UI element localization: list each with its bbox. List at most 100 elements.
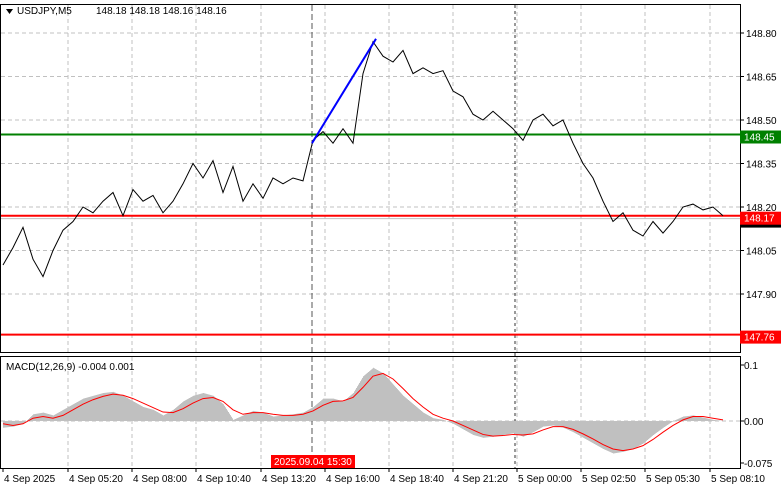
macd-histogram-bar bbox=[493, 421, 494, 437]
macd-histogram-bar bbox=[671, 421, 672, 423]
macd-histogram-bar bbox=[533, 421, 534, 433]
macd-histogram-bar bbox=[159, 413, 160, 421]
macd-histogram-bar bbox=[642, 421, 643, 444]
macd-histogram-bar bbox=[28, 419, 29, 421]
macd-histogram-bar bbox=[334, 398, 335, 421]
macd-histogram-bar bbox=[515, 421, 516, 434]
macd-histogram-bar bbox=[645, 421, 646, 442]
macd-histogram-bar bbox=[501, 421, 502, 436]
macd-histogram-bar bbox=[521, 421, 522, 437]
macd-histogram-bar bbox=[547, 421, 548, 427]
macd-histogram-bar bbox=[274, 416, 275, 421]
macd-histogram-bar bbox=[122, 395, 123, 421]
macd-histogram-bar bbox=[439, 419, 440, 421]
macd-histogram-bar bbox=[216, 398, 217, 421]
x-tick-label: 4 Sep 05:20 bbox=[69, 474, 123, 485]
macd-histogram-bar bbox=[96, 394, 97, 421]
macd-histogram-bar bbox=[282, 415, 283, 421]
macd-histogram-bar bbox=[242, 415, 243, 421]
macd-histogram-bar bbox=[267, 414, 268, 421]
macd-histogram-bar bbox=[601, 421, 602, 448]
macd-histogram-bar bbox=[331, 398, 332, 421]
macd-histogram-bar bbox=[176, 407, 177, 421]
macd-histogram-bar bbox=[192, 396, 193, 421]
macd-histogram-bar bbox=[701, 417, 702, 421]
x-tick-label: 4 Sep 16:00 bbox=[326, 474, 380, 485]
macd-histogram-bar bbox=[237, 418, 238, 421]
macd-histogram-bar bbox=[577, 421, 578, 435]
macd-histogram-bar bbox=[519, 421, 520, 436]
macd-histogram-bar bbox=[677, 419, 678, 421]
macd-histogram-bar bbox=[523, 421, 524, 437]
macd-histogram-bar bbox=[190, 397, 191, 421]
macd-histogram-bar bbox=[690, 415, 691, 421]
macd-histogram-bar bbox=[484, 421, 485, 438]
macd-histogram-bar bbox=[641, 421, 642, 445]
macd-histogram-bar bbox=[544, 421, 545, 427]
macd-histogram-bar bbox=[339, 400, 340, 421]
macd-histogram-bar bbox=[324, 398, 325, 421]
macd-histogram-bar bbox=[705, 418, 706, 421]
macd-histogram-bar bbox=[283, 415, 284, 421]
macd-histogram-bar bbox=[689, 415, 690, 421]
macd-histogram-bar bbox=[312, 407, 313, 421]
macd-histogram-bar bbox=[480, 421, 481, 437]
macd-histogram-bar bbox=[591, 421, 592, 443]
macd-histogram-bar bbox=[676, 419, 677, 421]
macd-histogram-bar bbox=[198, 394, 199, 421]
macd-histogram-bar bbox=[145, 407, 146, 421]
macd-histogram-bar bbox=[223, 404, 224, 421]
macd-histogram-bar bbox=[404, 396, 405, 421]
macd-histogram-bar bbox=[448, 421, 449, 422]
macd-histogram-bar bbox=[221, 402, 222, 421]
macd-histogram-bar bbox=[423, 412, 424, 421]
macd-histogram-bar bbox=[364, 375, 365, 421]
macd-histogram-bar bbox=[103, 393, 104, 421]
macd-histogram-bar bbox=[275, 416, 276, 421]
macd-label: MACD(12,26,9) -0.004 0.001 bbox=[6, 362, 135, 373]
macd-histogram-bar bbox=[99, 394, 100, 421]
macd-histogram-bar bbox=[150, 408, 151, 421]
macd-histogram-bar bbox=[405, 397, 406, 421]
macd-histogram-bar bbox=[179, 404, 180, 421]
macd-histogram-bar bbox=[348, 397, 349, 421]
macd-histogram-bar bbox=[559, 421, 560, 427]
macd-histogram-bar bbox=[106, 392, 107, 421]
macd-histogram-bar bbox=[107, 392, 108, 421]
macd-histogram-bar bbox=[581, 421, 582, 437]
macd-histogram-bar bbox=[77, 401, 78, 421]
macd-histogram-bar bbox=[162, 414, 163, 421]
macd-histogram-bar bbox=[306, 410, 307, 421]
macd-histogram-bar bbox=[124, 396, 125, 421]
macd-histogram-bar bbox=[700, 416, 701, 421]
macd-histogram-bar bbox=[666, 421, 667, 426]
macd-histogram-bar bbox=[163, 415, 164, 421]
macd-histogram-bar bbox=[604, 421, 605, 450]
macd-histogram-bar bbox=[620, 421, 621, 453]
macd-histogram-bar bbox=[343, 401, 344, 421]
macd-histogram-bar bbox=[692, 415, 693, 421]
macd-histogram-bar bbox=[129, 399, 130, 421]
macd-histogram-bar bbox=[264, 412, 265, 421]
macd-histogram-bar bbox=[166, 413, 167, 421]
dropdown-triangle-icon[interactable] bbox=[6, 9, 13, 14]
macd-histogram-bar bbox=[93, 395, 94, 421]
macd-histogram-bar bbox=[143, 407, 144, 421]
macd-histogram-bar bbox=[269, 414, 270, 421]
macd-histogram-bar bbox=[174, 408, 175, 421]
macd-histogram-bar bbox=[295, 413, 296, 421]
macd-histogram-bar bbox=[220, 401, 221, 421]
macd-histogram-bar bbox=[529, 421, 530, 434]
macd-histogram-bar bbox=[380, 371, 381, 421]
macd-histogram-bar bbox=[241, 416, 242, 421]
macd-histogram-bar bbox=[710, 419, 711, 421]
macd-histogram-bar bbox=[91, 396, 92, 421]
macd-histogram-bar bbox=[612, 421, 613, 454]
macd-histogram-bar bbox=[490, 421, 491, 438]
x-tick-label: 4 Sep 21:20 bbox=[454, 474, 508, 485]
macd-histogram-bar bbox=[560, 421, 561, 428]
macd-histogram-bar bbox=[94, 395, 95, 421]
symbol-label: USDJPY,M5 bbox=[17, 6, 72, 17]
